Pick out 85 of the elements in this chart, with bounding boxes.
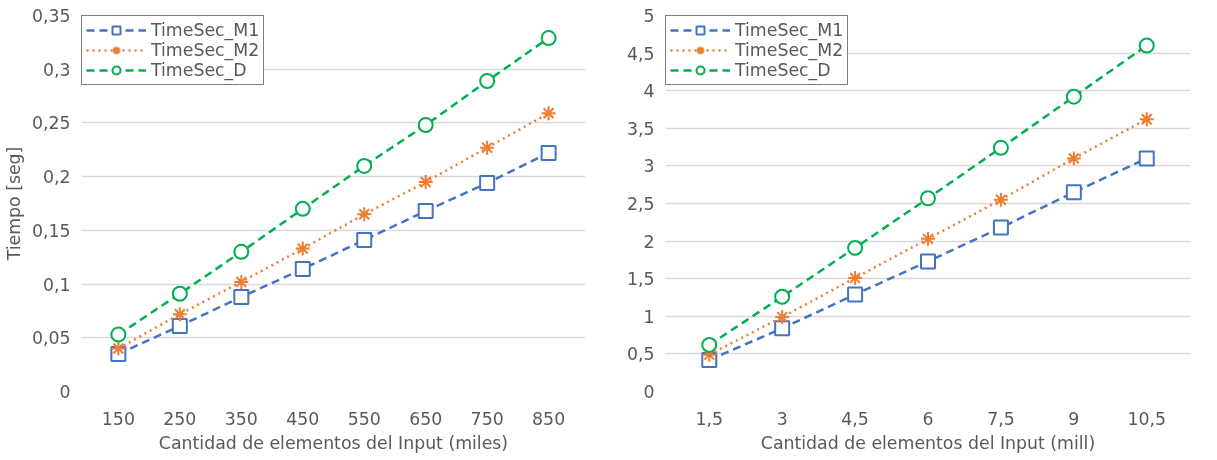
y-tick-label: 1,5 xyxy=(626,269,655,290)
y-tick-label: 0,35 xyxy=(31,6,71,26)
point xyxy=(171,285,188,302)
x-tick-label: 1,5 xyxy=(695,408,724,429)
y-tick-label: 0,25 xyxy=(31,113,71,134)
x-tick-label: 9 xyxy=(1068,408,1080,429)
x-tick-label: 150 xyxy=(101,408,135,429)
point xyxy=(1065,150,1082,167)
x-tick-label: 450 xyxy=(286,408,320,429)
point xyxy=(233,273,250,290)
point xyxy=(920,190,936,207)
y-tick-label: 4 xyxy=(643,81,655,102)
point xyxy=(294,200,311,217)
x-tick-label: 10,5 xyxy=(1127,408,1167,429)
y-tick-label: 5 xyxy=(643,6,655,26)
x-tick-label: 250 xyxy=(163,408,197,429)
point xyxy=(1065,184,1082,201)
y-tick-label: 0,05 xyxy=(31,328,71,349)
x-tick-label: 550 xyxy=(347,408,381,429)
point xyxy=(356,157,373,174)
point xyxy=(774,309,791,326)
point xyxy=(992,191,1009,208)
x-tick-label: 7,5 xyxy=(987,408,1015,429)
y-tick-label: 0 xyxy=(643,382,655,402)
x-tick-label: 4,5 xyxy=(841,408,869,429)
legend-label: TimeSec_M2 xyxy=(151,40,260,60)
legend-label: TimeSec_D xyxy=(735,60,831,80)
x-tick-label: 3 xyxy=(776,408,788,429)
point xyxy=(992,219,1009,236)
point xyxy=(171,317,188,334)
point xyxy=(847,239,864,256)
point xyxy=(847,269,864,286)
point xyxy=(920,230,936,247)
point xyxy=(294,261,311,278)
point xyxy=(1065,88,1082,105)
legend-label: TimeSec_M2 xyxy=(735,40,844,60)
point xyxy=(774,320,791,337)
point xyxy=(479,175,496,192)
x-tick-label: 850 xyxy=(532,408,566,429)
point xyxy=(417,203,434,220)
y-tick-label: 4,5 xyxy=(626,43,655,64)
x-tick-label: 650 xyxy=(409,408,443,429)
x-axis-title: Cantidad de elementos del Input (miles) xyxy=(158,432,509,453)
point xyxy=(294,240,311,257)
point xyxy=(171,306,188,323)
point xyxy=(479,139,496,156)
y-tick-label: 0,3 xyxy=(42,59,71,80)
point xyxy=(540,30,557,47)
x-axis-title: Cantidad de elementos del Input (mill) xyxy=(760,432,1096,453)
point xyxy=(992,139,1009,156)
y-tick-label: 2 xyxy=(643,231,655,252)
point xyxy=(1138,111,1155,128)
point xyxy=(417,117,434,134)
point xyxy=(847,286,864,303)
y-tick-label: 0,5 xyxy=(626,344,655,365)
point xyxy=(417,174,434,191)
legend-label: TimeSec_D xyxy=(151,60,247,80)
y-tick-label: 3,5 xyxy=(626,118,655,139)
point xyxy=(774,288,791,305)
x-tick-label: 350 xyxy=(224,408,258,429)
point xyxy=(110,326,127,343)
x-tick-label: 6 xyxy=(922,408,934,429)
point xyxy=(1138,150,1155,167)
y-tick-label: 1 xyxy=(643,306,655,327)
point xyxy=(356,206,373,223)
point xyxy=(479,73,496,90)
y-tick-label: 0,15 xyxy=(31,220,71,241)
point xyxy=(540,145,557,162)
y-tick-label: 3 xyxy=(643,156,655,177)
y-tick-label: 0 xyxy=(59,382,71,402)
y-tick-label: 2,5 xyxy=(626,194,655,214)
point xyxy=(110,340,127,357)
legend-label: TimeSec_M1 xyxy=(151,20,260,40)
point xyxy=(233,243,250,260)
point xyxy=(233,288,250,305)
y-tick-label: 0,2 xyxy=(42,167,71,188)
point xyxy=(1138,37,1155,54)
point xyxy=(356,232,373,249)
point xyxy=(701,336,718,353)
y-tick-label: 0,1 xyxy=(42,274,71,295)
legend-label: TimeSec_M1 xyxy=(735,20,844,40)
point xyxy=(920,253,936,270)
point xyxy=(540,105,557,122)
x-tick-label: 750 xyxy=(470,408,504,429)
y-axis-title: Tiempo [seg] xyxy=(3,146,24,262)
